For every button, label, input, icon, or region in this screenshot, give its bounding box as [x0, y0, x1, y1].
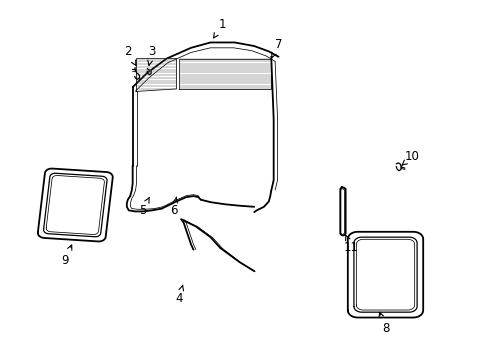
Text: 2: 2: [124, 45, 136, 65]
Text: 1: 1: [213, 18, 226, 38]
Text: 5: 5: [139, 197, 149, 217]
Text: 6: 6: [170, 197, 177, 217]
Text: 8: 8: [378, 312, 388, 335]
Text: 10: 10: [401, 150, 419, 165]
Text: 11: 11: [343, 235, 358, 255]
Text: 3: 3: [147, 45, 156, 65]
Text: 9: 9: [61, 245, 72, 267]
Text: 4: 4: [175, 285, 183, 305]
Text: 7: 7: [271, 38, 282, 58]
